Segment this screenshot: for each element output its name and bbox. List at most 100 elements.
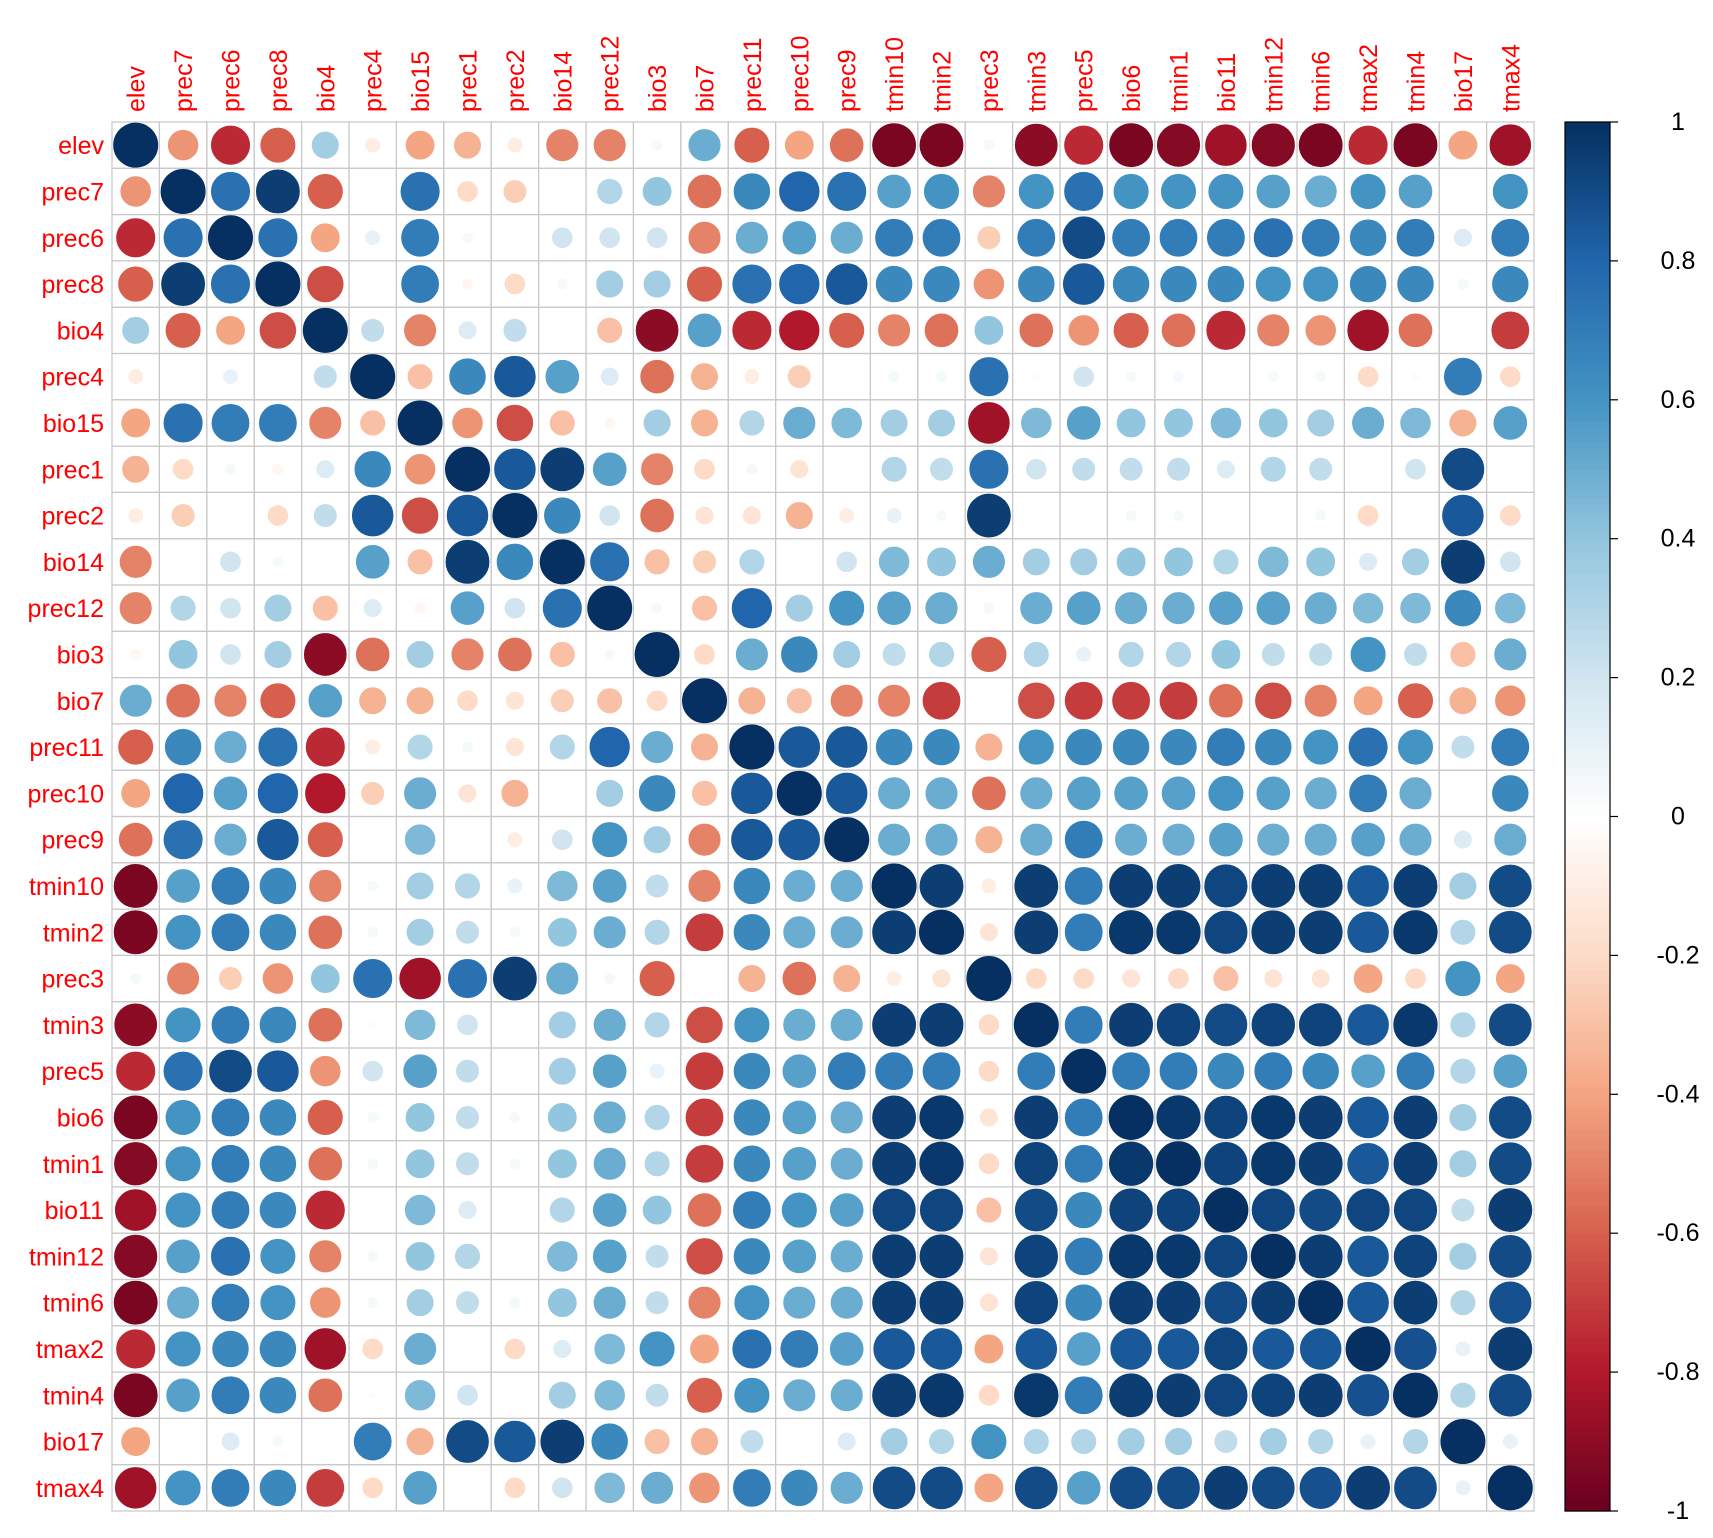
colorbar-slice xyxy=(1565,1476,1610,1484)
corr-circle xyxy=(1309,642,1333,666)
colorbar-tick-label: 0.8 xyxy=(1661,247,1696,275)
corr-circle xyxy=(260,1285,296,1321)
corr-circle xyxy=(1160,173,1197,209)
corr-circle xyxy=(1112,728,1150,766)
cell xyxy=(1201,491,1251,540)
corr-circle xyxy=(919,1141,964,1186)
corr-circle xyxy=(1204,864,1248,908)
corr-circle xyxy=(113,1095,158,1140)
corr-circle xyxy=(1347,865,1389,907)
colorbar-slice xyxy=(1565,309,1610,318)
corr-circle xyxy=(1360,1434,1376,1450)
corr-circle xyxy=(888,371,900,383)
corr-circle xyxy=(404,824,436,855)
colorbar-slice xyxy=(1565,434,1610,443)
corr-circle xyxy=(1073,366,1095,387)
corr-circle xyxy=(1489,124,1532,166)
corr-circle xyxy=(163,1051,203,1091)
corr-circle xyxy=(1064,820,1103,859)
colorbar-slice xyxy=(1565,427,1610,436)
corr-circle xyxy=(1156,1141,1201,1187)
corr-circle xyxy=(447,959,488,999)
column-label: tmin3 xyxy=(1023,51,1051,112)
corr-circle xyxy=(1488,864,1532,908)
corr-circle xyxy=(1443,357,1482,396)
corr-circle xyxy=(1449,1103,1477,1131)
corr-circle xyxy=(732,264,772,304)
cell xyxy=(537,306,587,355)
corr-circle xyxy=(1397,729,1434,765)
corr-circle xyxy=(259,1469,297,1507)
corr-circle xyxy=(645,1383,669,1407)
corr-circle xyxy=(974,1334,1004,1364)
colorbar-slice xyxy=(1565,1337,1610,1345)
colorbar-slice xyxy=(1565,191,1610,199)
corr-circle xyxy=(404,314,437,347)
colorbar-slice xyxy=(1565,267,1610,276)
corr-circle xyxy=(1118,641,1144,667)
corr-circle xyxy=(214,730,247,764)
corr-circle xyxy=(260,683,296,719)
corr-circle xyxy=(1112,265,1150,303)
colorbar-slice xyxy=(1565,510,1610,519)
corr-circle xyxy=(686,266,723,302)
corr-circle xyxy=(1018,729,1054,765)
row-label: tmin6 xyxy=(43,1290,104,1318)
corr-circle xyxy=(833,640,861,668)
corr-circle xyxy=(1014,864,1059,908)
corr-circle xyxy=(1347,309,1389,352)
cell xyxy=(490,1047,540,1095)
corr-circle xyxy=(211,1376,250,1415)
corr-circle xyxy=(1495,964,1525,993)
corr-circle xyxy=(592,452,627,487)
corr-circle xyxy=(1205,124,1247,166)
corr-circle xyxy=(116,1329,156,1369)
corr-circle xyxy=(744,369,760,385)
corr-circle xyxy=(643,409,671,437)
corr-circle xyxy=(167,129,199,161)
corr-circle xyxy=(1347,1004,1389,1046)
colorbar-slice xyxy=(1565,1254,1610,1262)
corr-circle xyxy=(1113,173,1149,209)
corr-circle xyxy=(1393,1372,1438,1418)
corr-circle xyxy=(509,1112,521,1123)
corr-circle xyxy=(272,463,284,475)
corr-circle xyxy=(1251,910,1296,955)
corr-circle xyxy=(171,504,195,528)
colorbar-slice xyxy=(1565,747,1610,755)
corr-circle xyxy=(1450,1012,1476,1038)
colorbar-slice xyxy=(1565,1142,1610,1151)
corr-circle xyxy=(1109,1466,1153,1510)
corr-circle xyxy=(738,687,766,715)
corr-circle xyxy=(165,1146,201,1182)
corr-circle xyxy=(1119,457,1143,481)
corr-circle xyxy=(507,878,523,894)
column-label: bio14 xyxy=(549,51,577,112)
corr-circle xyxy=(367,1158,379,1170)
colorbar-slice xyxy=(1565,1379,1610,1387)
corr-circle xyxy=(600,367,619,386)
colorbar-slice xyxy=(1565,490,1610,498)
corr-circle xyxy=(1251,1141,1296,1186)
corr-circle xyxy=(1267,371,1279,383)
corr-circle xyxy=(731,818,773,861)
corr-circle xyxy=(593,129,626,162)
corr-circle xyxy=(1109,1373,1154,1418)
corr-circle xyxy=(776,770,822,816)
colorbar-slice xyxy=(1565,566,1610,575)
corr-circle xyxy=(1256,174,1291,209)
corr-circle xyxy=(551,227,573,249)
corr-circle xyxy=(782,1146,817,1181)
corr-circle xyxy=(734,1285,770,1321)
corr-circle xyxy=(313,504,337,528)
colorbar-slice xyxy=(1565,198,1610,206)
row-label: elev xyxy=(58,132,104,160)
corr-circle xyxy=(735,638,768,671)
corr-circle xyxy=(739,410,765,436)
corr-circle xyxy=(1346,1188,1390,1232)
corr-circle xyxy=(1442,494,1484,537)
corr-circle xyxy=(400,171,440,211)
corr-circle xyxy=(405,1241,435,1271)
colorbar-slice xyxy=(1565,879,1610,887)
corr-circle xyxy=(1156,910,1201,955)
